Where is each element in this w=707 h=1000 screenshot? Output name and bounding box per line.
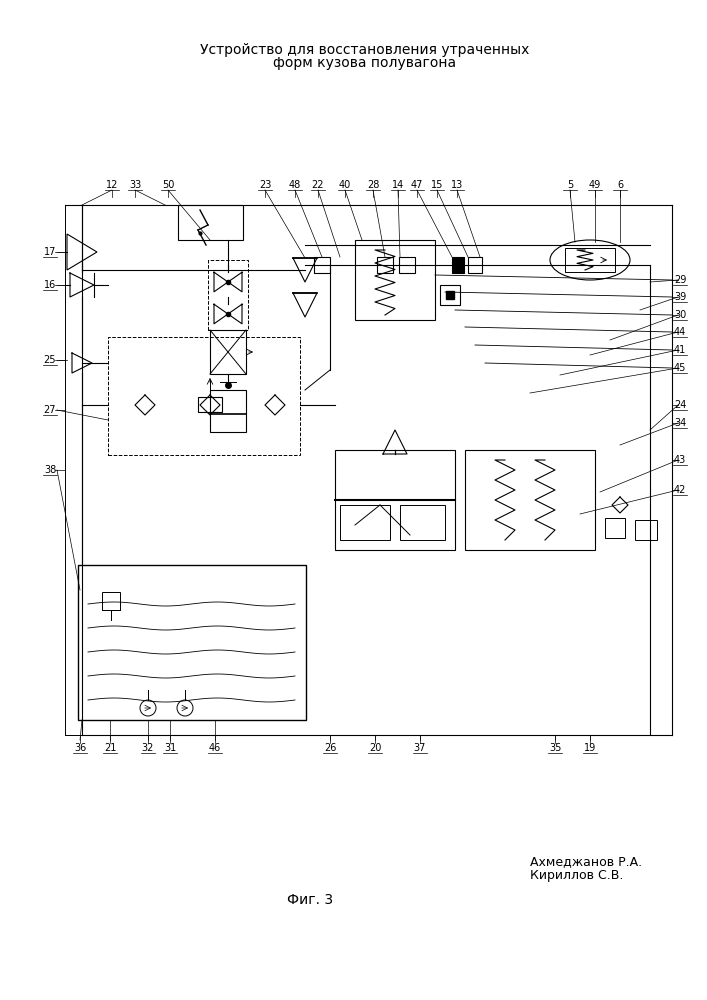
Bar [198,397,222,412]
Text: 22: 22 [312,180,325,190]
Text: 47: 47 [411,180,423,190]
Bar [355,240,435,320]
Text: Кириллов С.В.: Кириллов С.В. [530,868,624,882]
Bar [210,330,246,374]
Text: 12: 12 [106,180,118,190]
Text: форм кузова полувагона: форм кузова полувагона [274,56,457,70]
Bar [565,248,615,272]
Text: 30: 30 [674,310,686,320]
Text: 32: 32 [142,743,154,753]
Text: 35: 35 [549,743,561,753]
Bar [78,565,306,720]
Text: 23: 23 [259,180,271,190]
Text: 27: 27 [44,405,57,415]
Bar [452,257,464,273]
Bar [605,518,625,538]
Text: 45: 45 [674,363,686,373]
Text: Фиг. 3: Фиг. 3 [287,893,333,907]
Text: 48: 48 [289,180,301,190]
Bar [340,505,390,540]
Text: 44: 44 [674,327,686,337]
Bar [210,390,246,432]
Text: 15: 15 [431,180,443,190]
Text: 16: 16 [44,280,56,290]
Text: Устройство для восстановления утраченных: Устройство для восстановления утраченных [200,43,530,57]
Bar [635,520,657,540]
Text: 25: 25 [44,355,57,365]
Text: 20: 20 [369,743,381,753]
Text: 50: 50 [162,180,174,190]
Bar [178,205,243,240]
Text: 17: 17 [44,247,56,257]
Text: 36: 36 [74,743,86,753]
Text: 24: 24 [674,400,686,410]
Text: 14: 14 [392,180,404,190]
Text: 37: 37 [414,743,426,753]
Bar [108,337,300,455]
Bar [468,257,482,273]
Text: 34: 34 [674,418,686,428]
Text: 6: 6 [617,180,623,190]
Bar [440,285,460,305]
Bar [465,450,595,550]
Bar [400,505,445,540]
Bar [335,450,455,550]
Text: 46: 46 [209,743,221,753]
Text: 43: 43 [674,455,686,465]
Text: 5: 5 [567,180,573,190]
Bar [102,592,120,610]
Text: 39: 39 [674,292,686,302]
Text: 42: 42 [674,485,686,495]
Bar [377,257,393,273]
Text: 38: 38 [44,465,56,475]
Text: 21: 21 [104,743,116,753]
Text: 31: 31 [164,743,176,753]
Text: 26: 26 [324,743,337,753]
Text: 29: 29 [674,275,686,285]
Bar [399,257,415,273]
Text: 40: 40 [339,180,351,190]
Text: 41: 41 [674,345,686,355]
Text: Ахмеджанов Р.А.: Ахмеджанов Р.А. [530,856,642,868]
Bar [208,260,248,330]
Text: 19: 19 [584,743,596,753]
Text: 28: 28 [367,180,379,190]
Text: 49: 49 [589,180,601,190]
Text: 13: 13 [451,180,463,190]
Text: 33: 33 [129,180,141,190]
Bar [314,257,330,273]
